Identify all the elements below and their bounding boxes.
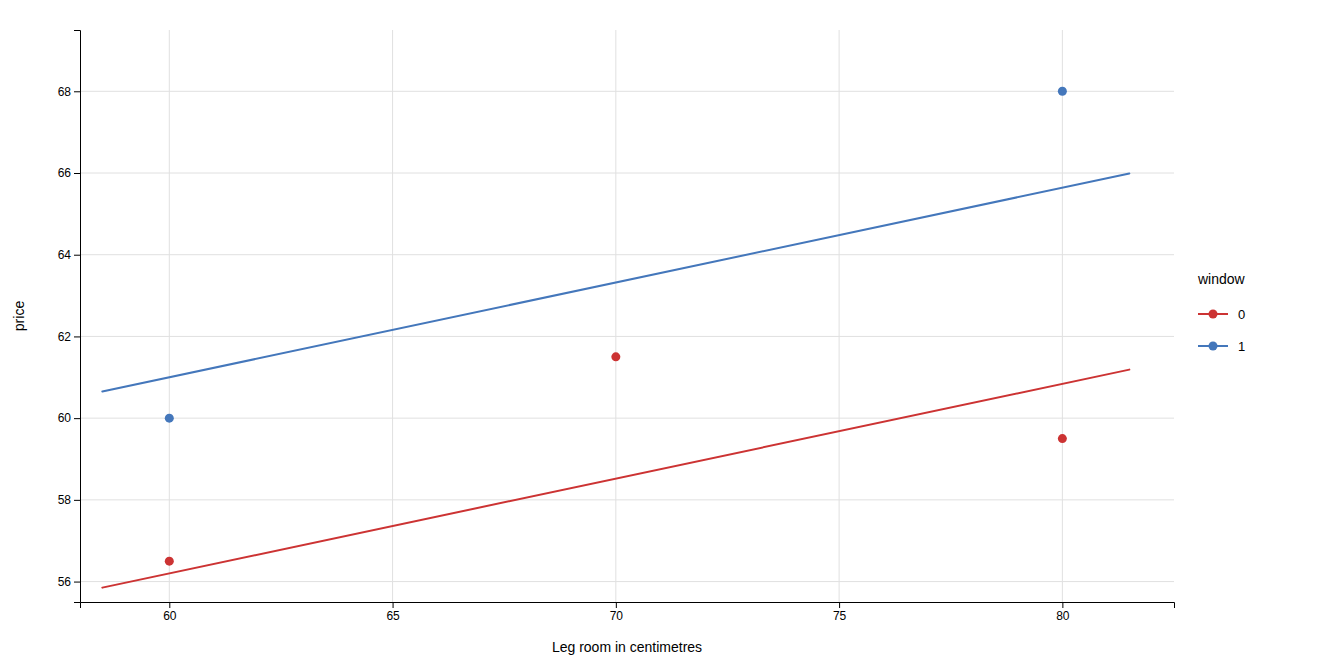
y-axis-line xyxy=(74,31,81,603)
y-tick: 64 xyxy=(58,248,80,262)
x-tick: 65 xyxy=(386,602,400,623)
x-grid-line xyxy=(615,30,616,602)
legend-title: window xyxy=(1197,271,1246,287)
y-grid-line xyxy=(80,336,1174,337)
y-tick-label: 62 xyxy=(58,330,72,344)
y-tick: 68 xyxy=(58,85,80,99)
y-grid-line xyxy=(80,418,1174,419)
x-grid-line xyxy=(1062,30,1063,602)
x-tick-label: 75 xyxy=(833,609,847,623)
plot: 60 65 70 75 80 56 58 60 62 64 66 68 xyxy=(58,30,1175,623)
scatter-point xyxy=(611,352,620,361)
x-tick: 80 xyxy=(1056,602,1070,623)
y-tick-label: 58 xyxy=(58,493,72,507)
legend-label: 1 xyxy=(1238,339,1245,354)
x-tick: 75 xyxy=(833,602,847,623)
y-grid-line xyxy=(80,254,1174,255)
x-grid-line xyxy=(839,30,840,602)
legend: window 0 1 xyxy=(1197,271,1246,354)
y-tick: 62 xyxy=(58,330,80,344)
fit-line xyxy=(102,370,1129,588)
x-tick-mark xyxy=(169,602,170,608)
scatter-point xyxy=(1058,434,1067,443)
x-axis: 60 65 70 75 80 xyxy=(81,602,1175,623)
y-axis-title: price xyxy=(11,301,27,332)
y-grid-line xyxy=(80,581,1174,582)
x-grid-line xyxy=(392,30,393,602)
x-tick-label: 80 xyxy=(1056,609,1070,623)
y-tick-mark xyxy=(74,173,80,174)
y-tick-mark xyxy=(74,500,80,501)
x-axis-title: Leg room in centimetres xyxy=(552,639,702,655)
scatter-point xyxy=(165,414,174,423)
y-tick-label: 64 xyxy=(58,248,72,262)
y-tick-label: 66 xyxy=(58,166,72,180)
legend-item: 1 xyxy=(1198,339,1245,354)
y-tick: 56 xyxy=(58,575,80,589)
legend-swatch-marker xyxy=(1209,310,1218,319)
scatter-point xyxy=(1058,87,1067,96)
y-tick-mark xyxy=(74,582,80,583)
legend-item: 0 xyxy=(1198,307,1245,322)
chart-container: 60 65 70 75 80 56 58 60 62 64 66 68 Leg room in cent… xyxy=(0,0,1344,672)
x-tick: 60 xyxy=(163,602,177,623)
x-tick-mark xyxy=(616,602,617,608)
marks xyxy=(102,87,1129,588)
scatter-point xyxy=(165,557,174,566)
x-axis-line xyxy=(81,603,1175,609)
x-tick: 70 xyxy=(610,602,624,623)
legend-swatch-marker xyxy=(1209,342,1218,351)
y-tick: 58 xyxy=(58,493,80,507)
y-tick-label: 60 xyxy=(58,411,72,425)
y-grid-line xyxy=(80,173,1174,174)
x-tick-mark xyxy=(1062,602,1063,608)
y-tick-label: 68 xyxy=(58,85,72,99)
y-tick-mark xyxy=(74,255,80,256)
y-tick-mark xyxy=(74,336,80,337)
legend-label: 0 xyxy=(1238,307,1245,322)
y-grid-line xyxy=(80,91,1174,92)
fit-line xyxy=(102,173,1129,391)
grid xyxy=(80,30,1174,602)
x-tick-label: 60 xyxy=(163,609,177,623)
y-grid-line xyxy=(80,499,1174,500)
x-tick-label: 70 xyxy=(610,609,624,623)
x-tick-mark xyxy=(393,602,394,608)
chart-svg: 60 65 70 75 80 56 58 60 62 64 66 68 Leg room in cent… xyxy=(0,0,1344,672)
y-tick: 66 xyxy=(58,166,80,180)
y-tick-label: 56 xyxy=(58,575,72,589)
y-axis: 56 58 60 62 64 66 68 xyxy=(58,31,81,603)
y-tick: 60 xyxy=(58,411,80,425)
y-tick-mark xyxy=(74,418,80,419)
x-tick-mark xyxy=(839,602,840,608)
x-tick-label: 65 xyxy=(386,609,400,623)
y-tick-mark xyxy=(74,91,80,92)
x-grid-line xyxy=(169,30,170,602)
